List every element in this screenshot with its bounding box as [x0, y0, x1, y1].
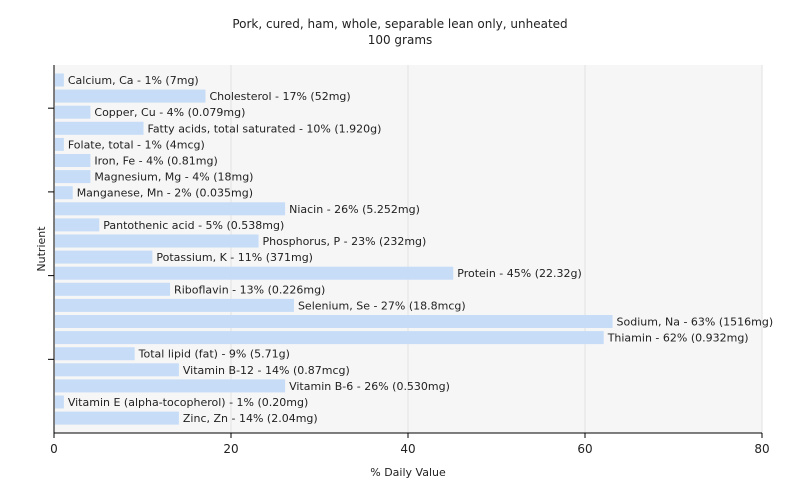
chart-subtitle: 100 grams: [368, 33, 433, 47]
bar-labels: Calcium, Ca - 1% (7mg) Cholesterol - 17% …: [68, 74, 773, 425]
grid-lines: [230, 65, 763, 433]
bar-label: Protein - 45% (22.32g): [457, 267, 582, 280]
bar-label: Riboflavin - 13% (0.226mg): [174, 283, 325, 296]
bar: [55, 154, 91, 167]
bar: [55, 250, 153, 264]
bar-label: Vitamin B-6 - 26% (0.530mg): [289, 380, 450, 393]
bar: [55, 170, 91, 184]
bar-label: Phosphorus, P - 23% (232mg): [263, 235, 427, 248]
bar-label: Fatty acids, total saturated - 10% (1.92…: [148, 122, 382, 135]
bar-label: Niacin - 26% (5.252mg): [289, 203, 420, 216]
x-tick-label: 0: [50, 442, 58, 456]
x-tick-label: 60: [577, 442, 592, 456]
bar: [55, 137, 64, 151]
chart-title: Pork, cured, ham, whole, separable lean …: [232, 17, 567, 31]
bar: [55, 347, 135, 361]
bar-label: Cholesterol - 17% (52mg): [209, 90, 350, 103]
bar: [55, 395, 64, 409]
x-axis-ticks: 0 20 40 60 80: [50, 433, 770, 456]
bar-label: Calcium, Ca - 1% (7mg): [68, 74, 199, 87]
x-tick-label: 20: [223, 442, 238, 456]
bar: [55, 411, 179, 425]
bar: [55, 282, 171, 296]
bar: [55, 186, 73, 200]
bar: [55, 363, 179, 377]
bar-label: Folate, total - 1% (4mcg): [68, 138, 205, 151]
x-tick-label: 80: [754, 442, 769, 456]
bar: [55, 105, 91, 119]
bar: [55, 266, 454, 280]
bar: [55, 315, 613, 328]
bar-label: Selenium, Se - 27% (18.8mcg): [298, 299, 466, 312]
bar-label: Copper, Cu - 4% (0.079mg): [94, 106, 245, 119]
bar: [55, 73, 64, 87]
bar: [55, 218, 100, 232]
bar: [55, 121, 144, 135]
bar-label: Thiamin - 62% (0.932mg): [607, 332, 749, 345]
bar-label: Potassium, K - 11% (371mg): [156, 251, 313, 264]
bar-label: Sodium, Na - 63% (1516mg): [617, 316, 774, 329]
bar-label: Magnesium, Mg - 4% (18mg): [94, 171, 253, 184]
bar-label: Pantothenic acid - 5% (0.538mg): [103, 219, 284, 232]
bars: [55, 73, 613, 425]
bar: [55, 331, 604, 345]
x-axis-title: % Daily Value: [370, 466, 446, 479]
bar-label: Vitamin E (alpha-tocopherol) - 1% (0.20m…: [68, 396, 308, 409]
bar-label: Total lipid (fat) - 9% (5.71g): [138, 348, 290, 361]
bar-label: Vitamin B-12 - 14% (0.87mcg): [183, 364, 350, 377]
y-axis-ticks: [48, 107, 54, 360]
bar: [55, 379, 286, 393]
y-axis-title: Nutrient: [35, 226, 48, 272]
x-tick-label: 40: [400, 442, 415, 456]
bar: [55, 234, 259, 248]
bar-label: Zinc, Zn - 14% (2.04mg): [183, 412, 318, 425]
bar: [55, 89, 206, 103]
bar-label: Iron, Fe - 4% (0.81mg): [94, 155, 217, 168]
bar-label: Manganese, Mn - 2% (0.035mg): [77, 187, 253, 200]
bar: [55, 298, 294, 312]
bar: [55, 202, 286, 216]
